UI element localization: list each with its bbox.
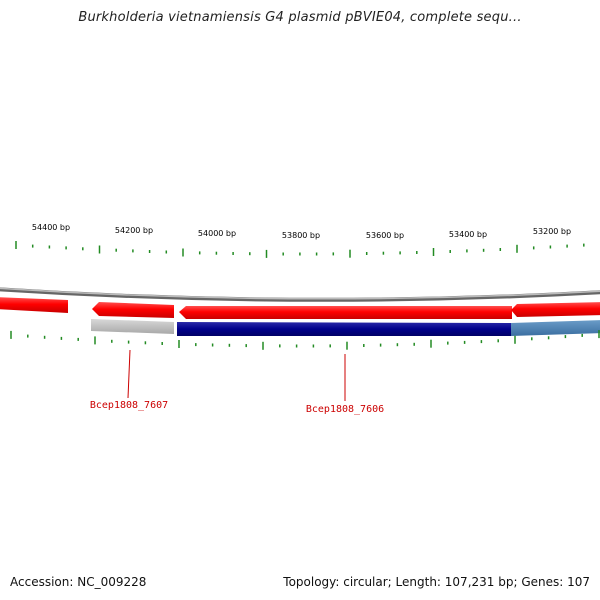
gene-forward[interactable] (179, 306, 512, 319)
scale-label: 53200 bp (533, 227, 571, 236)
scale-labels: 54400 bp 54200 bp 54000 bp 53800 bp 5360… (32, 223, 571, 240)
gene-forward[interactable] (92, 302, 174, 318)
scale-label: 53800 bp (282, 231, 320, 240)
gene-reverse-light[interactable] (511, 320, 600, 336)
gene-label[interactable]: Bcep1808_7606 (306, 404, 384, 415)
inner-scale-ticks (10, 330, 600, 350)
plasmid-backbone (0, 287, 600, 302)
topology-summary: Topology: circular; Length: 107,231 bp; … (283, 575, 590, 589)
gene-reverse[interactable] (177, 322, 511, 336)
outer-scale-ticks (15, 241, 585, 258)
forward-strand-genes (0, 297, 600, 319)
plasmid-backbone-highlight (0, 287, 600, 300)
gene-forward[interactable] (0, 297, 68, 313)
scale-label: 53600 bp (366, 231, 404, 240)
gene-label[interactable]: Bcep1808_7607 (90, 400, 168, 411)
scale-label: 54000 bp (198, 229, 236, 238)
reverse-strand-genes (91, 319, 600, 336)
gene-reverse-grey[interactable] (91, 319, 174, 334)
scale-label: 54400 bp (32, 223, 70, 232)
gene-label-line (127, 349, 131, 399)
scale-label: 53400 bp (449, 230, 487, 239)
accession-text: Accession: NC_009228 (10, 575, 147, 589)
gene-forward[interactable] (511, 302, 600, 317)
map-title: Burkholderia vietnamiensis G4 plasmid pB… (78, 10, 522, 25)
scale-label: 54200 bp (115, 226, 153, 235)
